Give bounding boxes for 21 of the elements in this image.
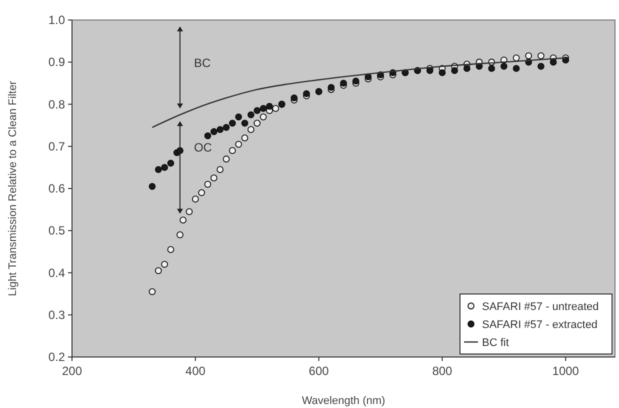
legend-label: SAFARI #57 - untreated: [482, 301, 599, 313]
x-tick-label: 200: [62, 364, 82, 378]
x-tick-label: 600: [308, 364, 330, 378]
annotation: OC: [194, 140, 212, 154]
y-tick-label: 0.7: [48, 139, 66, 154]
annotation: BC: [194, 56, 211, 70]
y-tick-label: 0.6: [48, 182, 66, 196]
x-tick-label: 800: [432, 364, 453, 378]
y-tick-label: 1.0: [48, 13, 66, 27]
x-tick-label: 400: [185, 364, 206, 378]
y-tick-label: 0.3: [48, 308, 66, 322]
legend-label: BC fit: [482, 337, 509, 349]
y-tick-label: 0.4: [48, 266, 66, 280]
legend-label: SAFARI #57 - extracted: [482, 319, 598, 331]
y-tick-label: 0.5: [48, 224, 66, 238]
y-tick-label: 0.8: [48, 97, 66, 112]
x-tick-label: 1000: [552, 364, 580, 378]
x-axis-title: Wavelength (nm): [302, 395, 386, 407]
y-tick-label: 0.9: [48, 55, 66, 70]
y-tick-label: 0.2: [48, 350, 66, 364]
y-axis-title: Light Transmission Relative to a Clean Filter: [7, 80, 19, 296]
